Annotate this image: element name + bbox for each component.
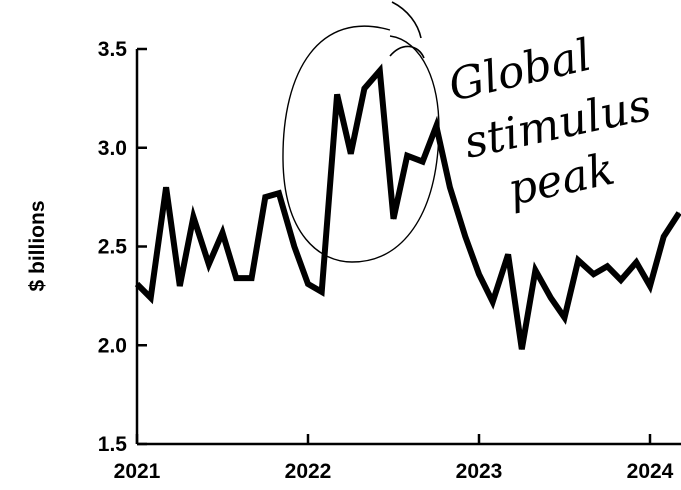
- data-point: [192, 216, 194, 218]
- data-point: [620, 279, 622, 281]
- data-point: [435, 125, 437, 127]
- data-point: [678, 212, 680, 214]
- y-tick-label: 3.0: [98, 137, 127, 160]
- x-tick-label: 2024: [627, 460, 674, 483]
- data-point: [264, 196, 266, 198]
- data-point: [251, 277, 253, 279]
- data-point: [564, 317, 565, 319]
- y-tick-label: 2.5: [98, 236, 128, 259]
- data-point: [406, 155, 408, 157]
- data-point: [336, 93, 338, 95]
- annotation-circle: [282, 25, 440, 263]
- data-point: [307, 283, 309, 285]
- data-point: [478, 273, 480, 275]
- data-point: [350, 153, 352, 155]
- data-point: [449, 186, 451, 188]
- x-tick-group: 2021 2022 2023 2024: [114, 434, 674, 483]
- y-tick-label: 1.5: [98, 433, 128, 456]
- data-point: [550, 297, 552, 299]
- x-tick-label: 2023: [456, 460, 503, 483]
- data-point: [150, 297, 152, 299]
- data-point: [165, 186, 167, 188]
- y-tick-group: 1.5 2.0 2.5 3.0 3.5: [98, 38, 147, 456]
- data-point: [422, 161, 424, 163]
- data-point: [649, 285, 651, 287]
- x-tick-label: 2021: [114, 460, 161, 483]
- data-point: [593, 273, 595, 275]
- data-point: [136, 283, 138, 285]
- data-point: [293, 246, 295, 247]
- data-point: [363, 88, 365, 89]
- data-point: [492, 301, 494, 303]
- x-tick-label: 2022: [285, 460, 332, 483]
- data-point: [606, 265, 608, 267]
- y-tick-label: 2.0: [98, 334, 127, 357]
- y-tick-label: 3.5: [98, 38, 128, 61]
- annotation-leader-hook: [389, 45, 425, 59]
- data-point: [278, 192, 280, 194]
- data-point: [235, 277, 237, 279]
- data-point: [464, 236, 466, 238]
- data-point: [663, 236, 665, 238]
- y-axis-label: $ billions: [26, 200, 49, 291]
- data-point: [208, 263, 210, 265]
- data-point: [179, 285, 181, 287]
- chart-title-fragment: [248, 0, 412, 14]
- data-point: [321, 291, 323, 293]
- data-point: [379, 70, 381, 72]
- data-point: [534, 269, 536, 271]
- data-point: [507, 253, 509, 255]
- data-point: [222, 232, 223, 234]
- data-point: [393, 218, 394, 220]
- annotation-group: Global stimulus peak: [282, 1, 656, 263]
- data-point: [635, 261, 637, 263]
- series-group: [134, 63, 681, 350]
- data-point: [577, 259, 579, 261]
- data-point: [521, 348, 523, 350]
- annotation-leader-top: [391, 1, 422, 39]
